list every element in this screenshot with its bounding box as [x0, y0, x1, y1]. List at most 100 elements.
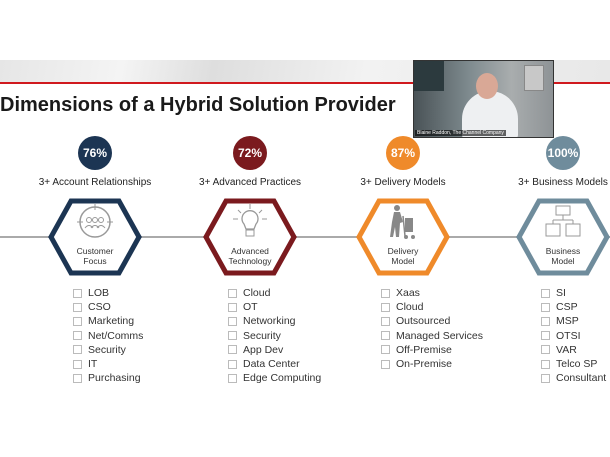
checklist-item-label: Edge Computing	[243, 372, 322, 385]
presenter-head	[476, 73, 498, 99]
checklist-item-label: App Dev	[243, 343, 284, 356]
checklist: LOB CSO Marketing Net/Comms Security IT Purcha…	[73, 286, 143, 385]
checkbox[interactable]	[381, 345, 390, 355]
hand-truck-icon	[390, 205, 415, 239]
checklist-item-label: CSO	[88, 301, 111, 314]
checklist-item[interactable]: Off-Premise	[381, 343, 483, 357]
percent-badge: 100%	[546, 136, 580, 170]
checklist-item[interactable]: Cloud	[381, 300, 483, 314]
checkbox[interactable]	[73, 316, 82, 326]
checklist-item-label: Off-Premise	[396, 343, 452, 356]
hexagon-label: Customer Focus	[55, 246, 135, 266]
checklist-item[interactable]: OT	[228, 300, 321, 314]
checklist-item-label: Cloud	[396, 301, 424, 314]
checklist-item-label: Security	[88, 343, 126, 356]
checklist-item[interactable]: Telco SP	[541, 357, 606, 371]
presenter-body	[462, 91, 518, 137]
hexagon-label: Delivery Model	[363, 246, 443, 266]
checklist-item[interactable]: On-Premise	[381, 357, 483, 371]
checkbox[interactable]	[541, 331, 550, 341]
checklist-item-label: LOB	[88, 287, 110, 300]
checkbox[interactable]	[541, 345, 550, 355]
checkbox[interactable]	[228, 373, 237, 383]
checklist-item[interactable]: Data Center	[228, 357, 321, 371]
checklist-item-label: VAR	[556, 343, 577, 356]
checkbox[interactable]	[381, 316, 390, 326]
checkbox[interactable]	[228, 288, 237, 298]
hexagon-label: Business Model	[523, 246, 603, 266]
checklist-item[interactable]: Managed Services	[381, 329, 483, 343]
percent-badge: 87%	[386, 136, 420, 170]
checkbox[interactable]	[228, 359, 237, 369]
checkbox[interactable]	[381, 288, 390, 298]
checkbox[interactable]	[541, 373, 550, 383]
checkbox[interactable]	[541, 302, 550, 312]
hexagon	[203, 198, 297, 276]
checklist-item[interactable]: Consultant	[541, 371, 606, 385]
checklist-item-label: MSP	[556, 315, 579, 328]
checklist-item-label: Security	[243, 329, 281, 342]
hexagon-label-line: Advanced	[231, 246, 269, 256]
checklist-item[interactable]: Net/Comms	[73, 329, 143, 343]
checklist-item-label: CSP	[556, 301, 578, 314]
presenter-video[interactable]: Blaine Raddon, The Channel Company	[413, 60, 554, 138]
checklist-item-label: Consultant	[556, 372, 607, 385]
checkbox[interactable]	[381, 331, 390, 341]
checklist-item[interactable]: Security	[228, 329, 321, 343]
checklist-item[interactable]: LOB	[73, 286, 143, 300]
checkbox[interactable]	[73, 302, 82, 312]
checklist-item[interactable]: Cloud	[228, 286, 321, 300]
wall-art	[524, 65, 544, 91]
checklist-item-label: Net/Comms	[88, 329, 144, 342]
checkbox[interactable]	[228, 316, 237, 326]
checkbox[interactable]	[541, 316, 550, 326]
checklist-item-label: OTSI	[556, 329, 581, 342]
checkbox[interactable]	[541, 288, 550, 298]
checkbox[interactable]	[73, 345, 82, 355]
checklist-item[interactable]: App Dev	[228, 343, 321, 357]
checkbox[interactable]	[73, 288, 82, 298]
checkbox[interactable]	[541, 359, 550, 369]
checkbox[interactable]	[228, 302, 237, 312]
column-subtitle: 3+ Account Relationships	[38, 177, 152, 188]
checklist-item[interactable]: Security	[73, 343, 143, 357]
lightbulb-icon	[233, 204, 267, 237]
checklist-item[interactable]: Networking	[228, 314, 321, 328]
checklist-item[interactable]: OTSI	[541, 329, 606, 343]
hexagon-label-line: Model	[551, 256, 575, 266]
checklist-item-label: OT	[243, 301, 258, 314]
checklist-item[interactable]: IT	[73, 357, 143, 371]
checkbox[interactable]	[228, 331, 237, 341]
hexagon-label-line: Model	[391, 256, 415, 266]
checklist-item[interactable]: Xaas	[381, 286, 483, 300]
hexagon-label: Advanced Technology	[210, 246, 290, 266]
checkbox[interactable]	[73, 373, 82, 383]
checkbox[interactable]	[381, 302, 390, 312]
checklist-item[interactable]: MSP	[541, 314, 606, 328]
checklist-item[interactable]: SI	[541, 286, 606, 300]
column-subtitle: 3+ Advanced Practices	[198, 177, 302, 188]
checklist-item-label: Purchasing	[88, 372, 141, 385]
checklist-item[interactable]: VAR	[541, 343, 606, 357]
checklist-item-label: Xaas	[396, 287, 420, 300]
checklist-item[interactable]: Marketing	[73, 314, 143, 328]
checklist-item-label: Managed Services	[396, 329, 483, 342]
connector-line	[0, 236, 610, 238]
hexagon	[356, 198, 450, 276]
checklist-item[interactable]: CSO	[73, 300, 143, 314]
checkbox[interactable]	[228, 345, 237, 355]
hexagon-label-line: Delivery	[387, 246, 419, 256]
checklist-item[interactable]: Purchasing	[73, 371, 143, 385]
checklist-item[interactable]: CSP	[541, 300, 606, 314]
checklist-item[interactable]: Outsourced	[381, 314, 483, 328]
checklist-item-label: Marketing	[88, 315, 135, 328]
checkbox[interactable]	[73, 359, 82, 369]
checklist-item[interactable]: Edge Computing	[228, 371, 321, 385]
percent-badge: 76%	[78, 136, 112, 170]
checklist-item-label: Data Center	[243, 358, 300, 371]
checkbox[interactable]	[381, 359, 390, 369]
checklist: Xaas Cloud Outsourced Managed Services Off-P…	[381, 286, 483, 371]
header-divider	[0, 82, 610, 84]
checkbox[interactable]	[73, 331, 82, 341]
percent-badge: 72%	[233, 136, 267, 170]
